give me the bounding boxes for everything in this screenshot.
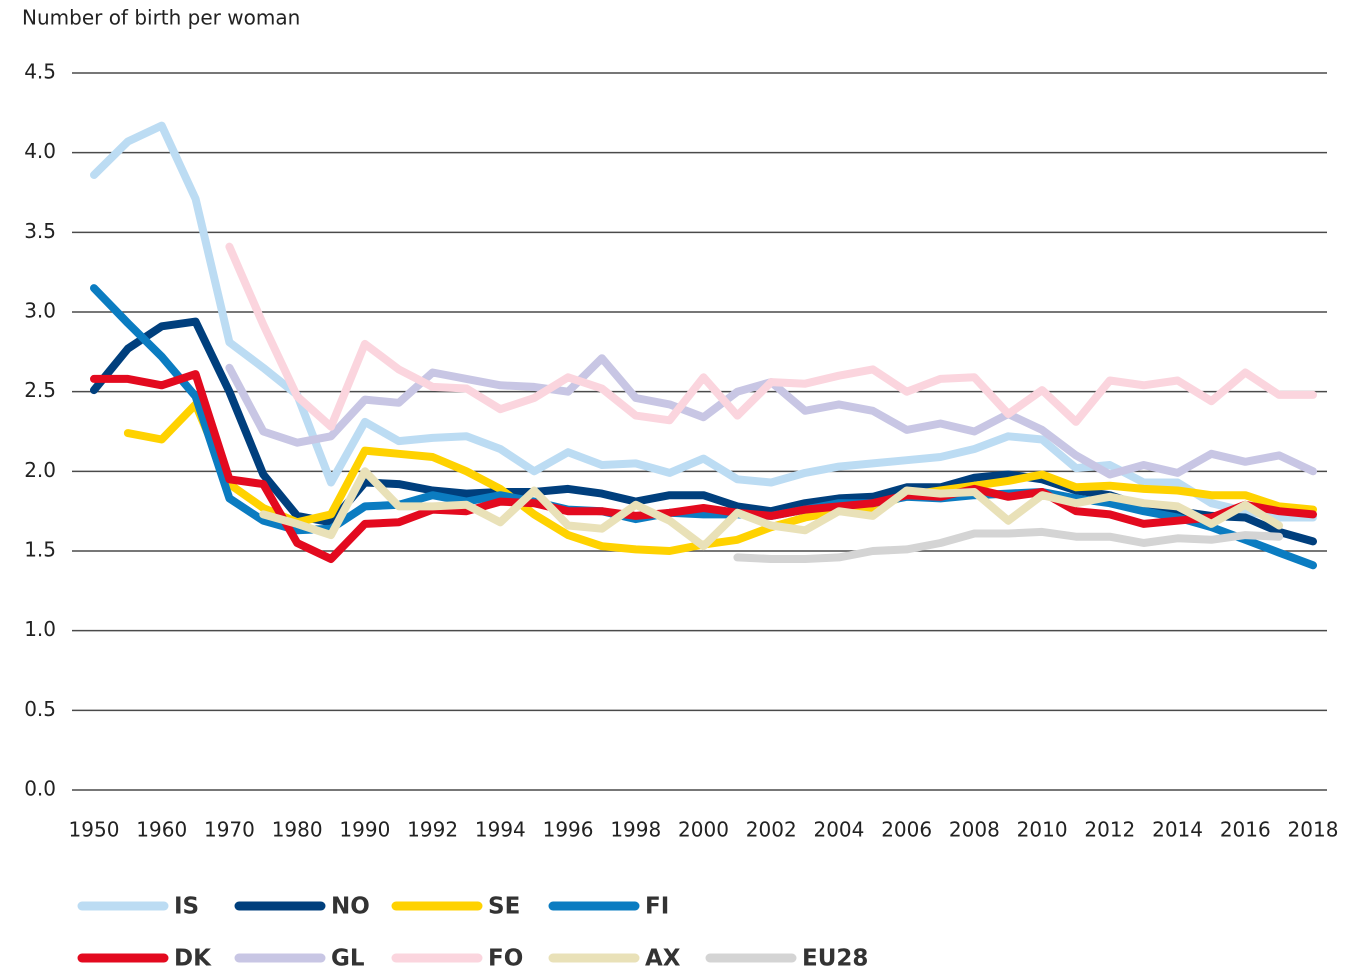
y-tick-label: 4.5 bbox=[24, 60, 56, 84]
x-tick-label: 2018 bbox=[1288, 818, 1339, 842]
legend-label: FO bbox=[488, 946, 523, 971]
y-tick-label: 2.0 bbox=[24, 458, 56, 482]
legend-label: AX bbox=[645, 946, 681, 971]
legend-label: SE bbox=[488, 894, 520, 920]
x-tick-label: 2014 bbox=[1152, 818, 1203, 842]
legend-label: IS bbox=[174, 894, 199, 920]
legend-label: NO bbox=[331, 894, 370, 920]
legend-label: EU28 bbox=[802, 946, 868, 971]
x-tick-label: 1960 bbox=[136, 818, 187, 842]
x-tick-label: 1970 bbox=[204, 818, 255, 842]
x-tick-label: 1980 bbox=[272, 818, 323, 842]
x-tick-label: 1990 bbox=[339, 818, 390, 842]
x-tick-label: 2012 bbox=[1084, 818, 1135, 842]
y-tick-label: 0.5 bbox=[24, 697, 56, 721]
series-line bbox=[225, 242, 1317, 431]
y-tick-label: 3.0 bbox=[24, 299, 56, 323]
y-tick-label: 1.5 bbox=[24, 538, 56, 562]
x-tick-label: 2004 bbox=[813, 818, 864, 842]
x-tick-label: 2016 bbox=[1220, 818, 1271, 842]
y-tick-label: 2.5 bbox=[24, 378, 56, 402]
y-tick-label: 4.0 bbox=[24, 139, 56, 163]
x-tick-label: 1950 bbox=[69, 818, 120, 842]
series-line bbox=[259, 467, 1284, 551]
y-tick-label: 3.5 bbox=[24, 219, 56, 243]
x-tick-label: 2008 bbox=[949, 818, 1000, 842]
x-tick-label: 1996 bbox=[543, 818, 594, 842]
series-line bbox=[90, 121, 1317, 522]
x-tick-label: 2006 bbox=[881, 818, 932, 842]
x-tick-label: 2002 bbox=[746, 818, 797, 842]
x-tick-label: 2000 bbox=[678, 818, 729, 842]
legend-label: GL bbox=[331, 946, 365, 971]
x-tick-label: 1998 bbox=[610, 818, 661, 842]
x-tick-label: 1992 bbox=[407, 818, 458, 842]
legend-label: FI bbox=[645, 894, 669, 920]
series-line bbox=[90, 284, 1317, 570]
x-tick-label: 1994 bbox=[475, 818, 526, 842]
legend-label: DK bbox=[174, 946, 212, 971]
series-line bbox=[733, 527, 1284, 563]
chart-title: Number of birth per woman bbox=[22, 6, 300, 30]
y-tick-label: 0.0 bbox=[24, 777, 56, 801]
series-line bbox=[123, 400, 1317, 555]
series-line bbox=[90, 370, 1317, 563]
x-tick-label: 2010 bbox=[1017, 818, 1068, 842]
y-tick-label: 1.0 bbox=[24, 617, 56, 641]
